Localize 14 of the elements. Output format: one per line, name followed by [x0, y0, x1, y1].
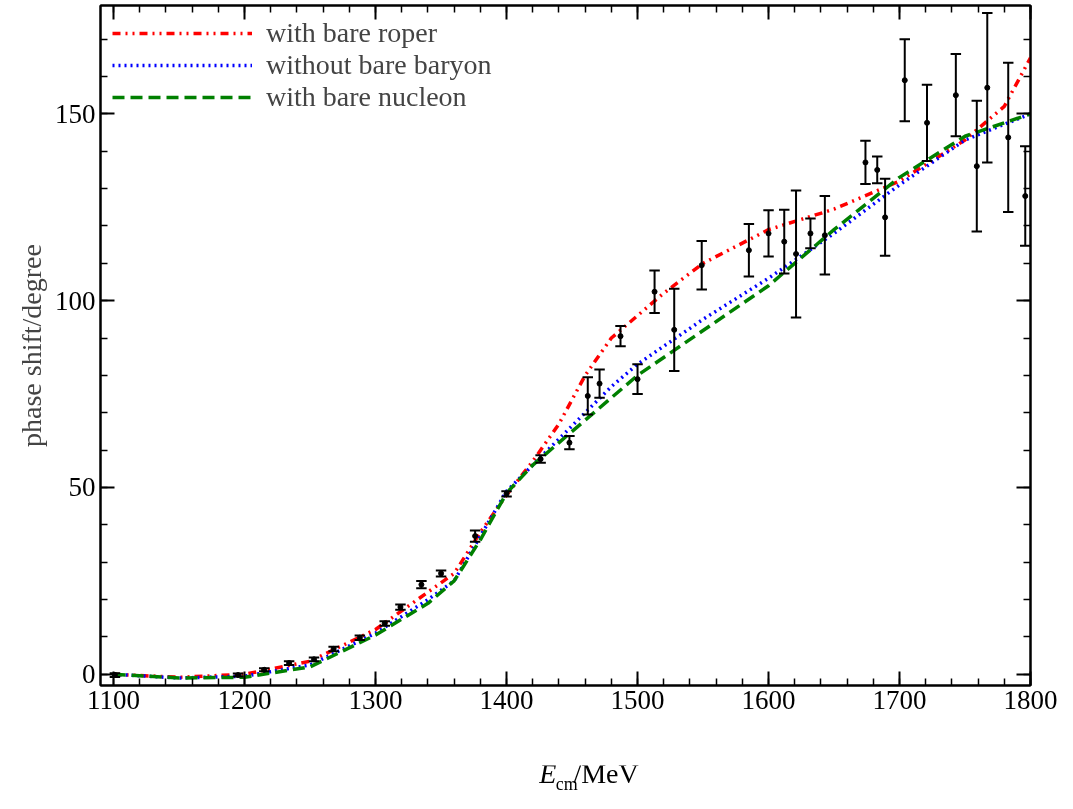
y-tick-label: 50 [68, 472, 96, 503]
legend-label: with bare roper [266, 17, 438, 49]
x-tick-label: 1600 [741, 684, 796, 715]
x-tick-label: 1300 [348, 684, 403, 715]
x-tick-label: 1400 [479, 684, 534, 715]
x-tick-label: 1200 [217, 684, 272, 715]
legend-label: with bare nucleon [266, 81, 467, 113]
y-tick-label: 100 [55, 285, 96, 316]
x-tick-label: 1700 [872, 684, 927, 715]
legend-label: without bare baryon [266, 49, 492, 81]
x-tick-label: 1500 [610, 684, 665, 715]
x-tick-label: 1800 [1003, 684, 1058, 715]
y-axis-title: phase shift/degree [16, 244, 47, 447]
y-tick-label: 150 [55, 98, 96, 129]
